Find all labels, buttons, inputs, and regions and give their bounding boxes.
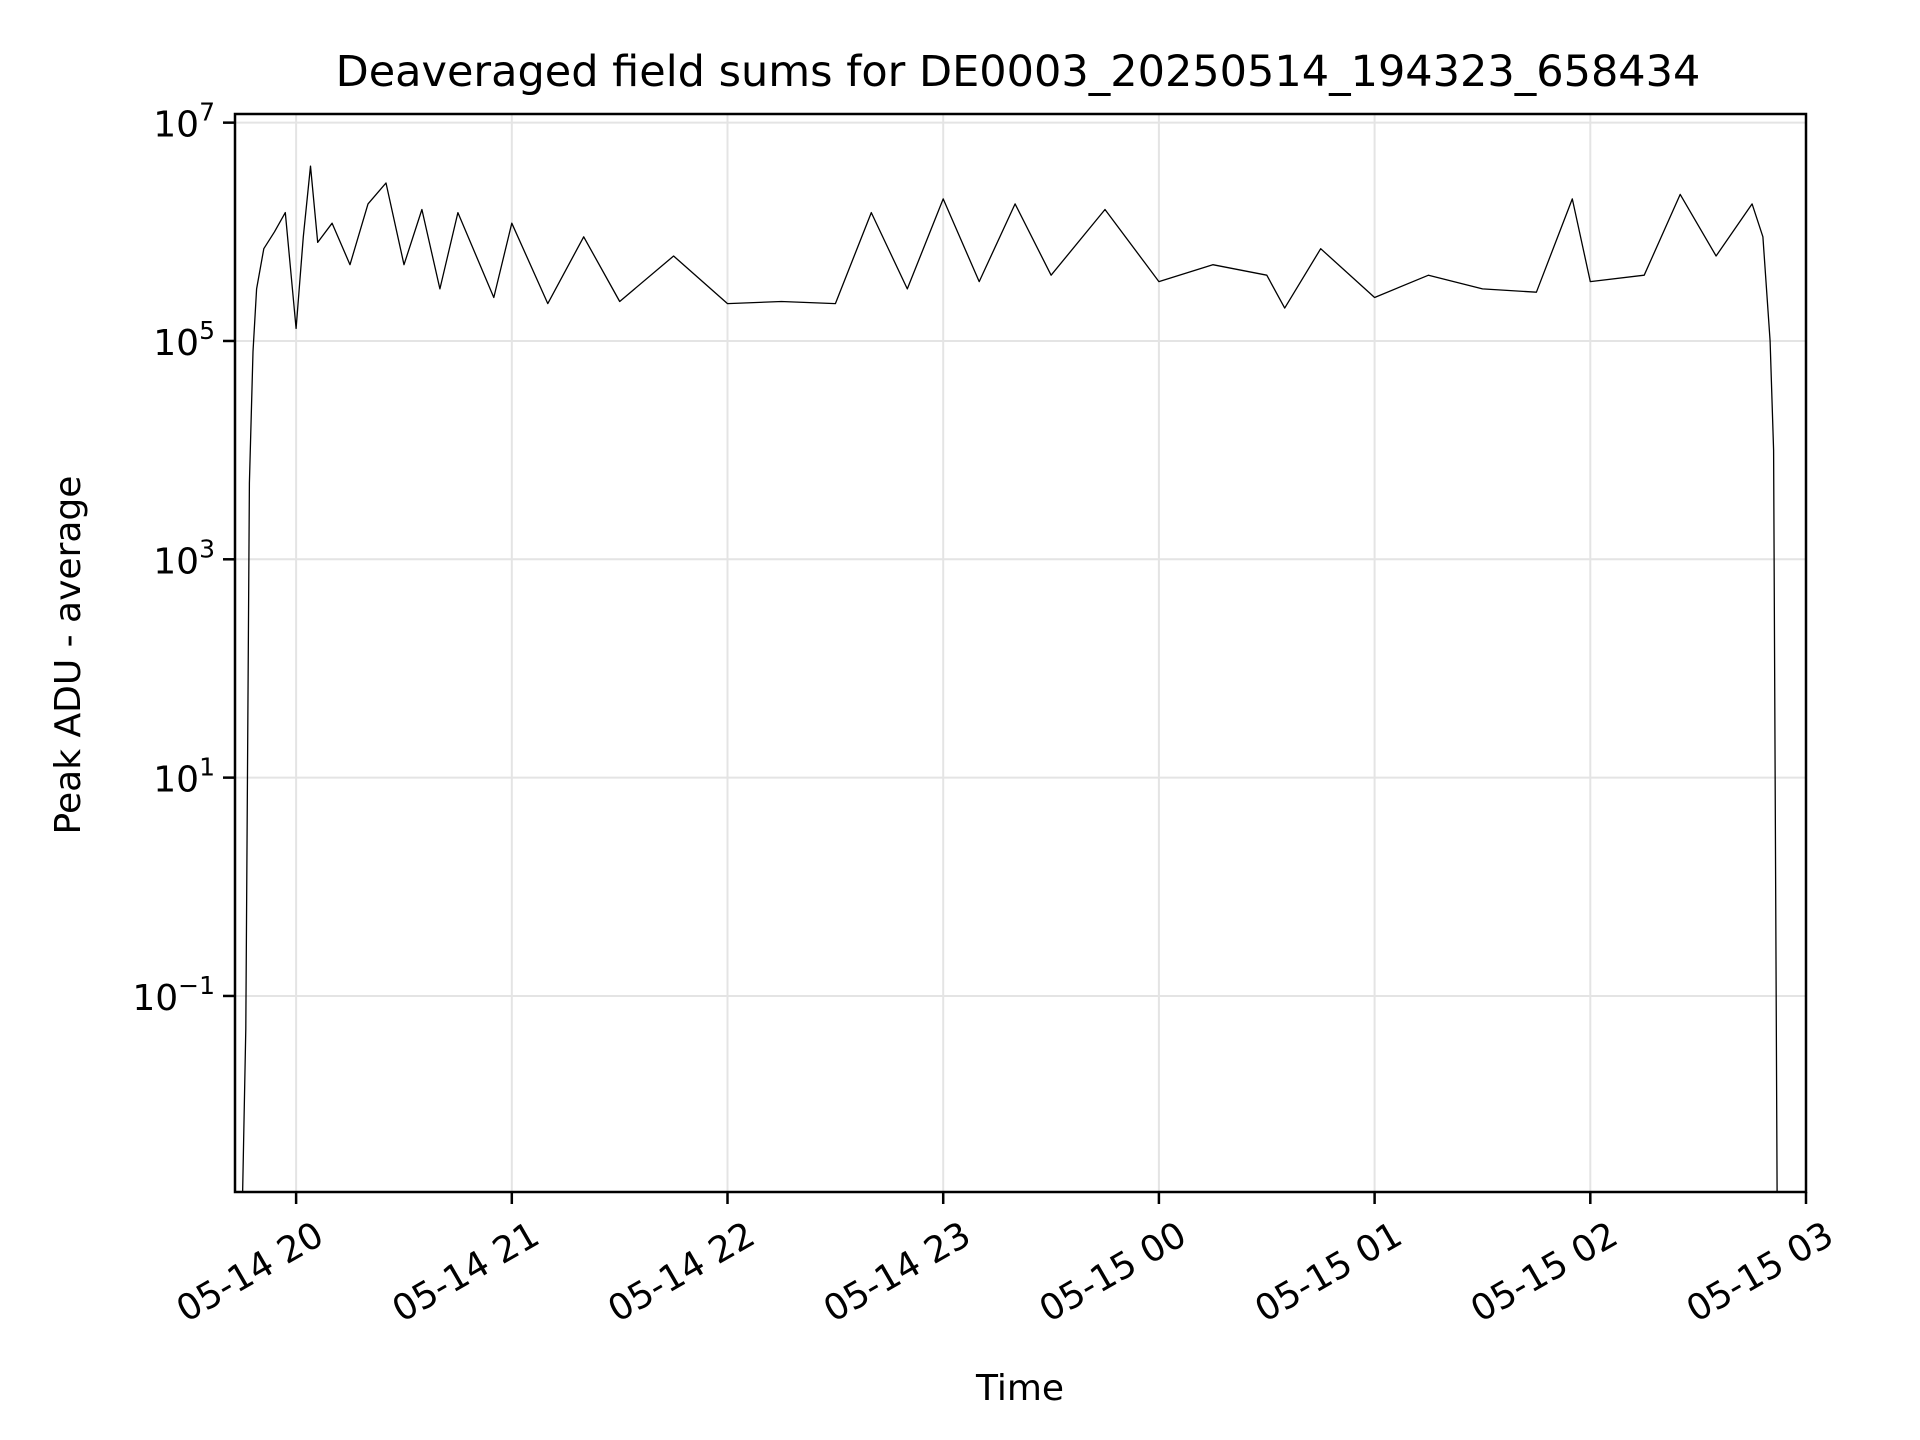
y-axis-label: Peak ADU - average bbox=[48, 476, 89, 835]
chart-title: Deaveraged field sums for DE0003_2025051… bbox=[336, 47, 1701, 97]
y-tick-label: 10−1 bbox=[132, 971, 215, 1019]
plot-frame bbox=[233, 112, 1808, 1194]
y-tick-label: 101 bbox=[153, 753, 215, 801]
x-axis-label: Time bbox=[975, 1368, 1064, 1409]
y-tick-label: 105 bbox=[153, 316, 215, 364]
y-tick-label: 103 bbox=[153, 534, 215, 582]
y-tick-label: 107 bbox=[153, 98, 215, 146]
series-layer bbox=[241, 165, 1778, 1192]
series-line bbox=[241, 165, 1778, 1192]
